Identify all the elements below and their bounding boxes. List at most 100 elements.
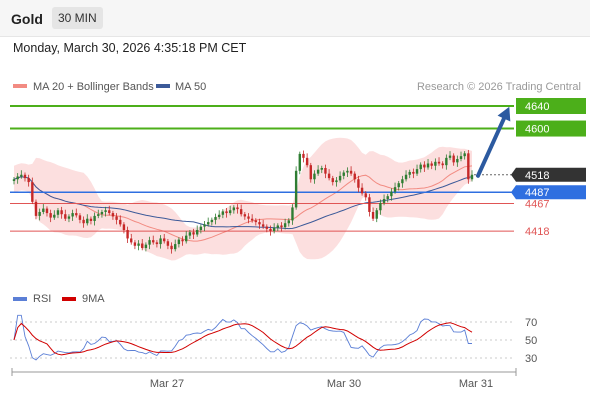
candle-body — [232, 207, 236, 211]
candle-body — [247, 216, 250, 219]
candle-body — [272, 227, 276, 232]
candle-body — [56, 210, 60, 215]
candle-body — [217, 214, 221, 218]
candle-body — [294, 170, 298, 208]
candle-body — [353, 173, 356, 180]
candle-body — [463, 153, 466, 157]
candle-body — [375, 210, 378, 219]
candle-body — [434, 161, 437, 166]
x-tick-label: Mar 27 — [150, 378, 184, 390]
candle-body — [338, 175, 342, 181]
last-price-label-box — [511, 167, 586, 182]
candle-body — [181, 239, 184, 242]
indicator-legend: MA 20 + Bollinger Bands MA 50 Research ©… — [13, 81, 581, 93]
rsi-tick-label: 50 — [525, 335, 537, 347]
candle-body — [331, 178, 334, 183]
candle-body — [236, 207, 239, 210]
candle-body — [20, 174, 23, 177]
time-axis: Mar 27 Mar 30 Mar 31 — [11, 368, 517, 390]
candle-body — [188, 232, 192, 236]
candle-body — [60, 210, 63, 215]
candle-body — [163, 238, 166, 242]
candle-body — [86, 218, 89, 224]
candle-body — [364, 193, 367, 198]
candle-body — [357, 179, 360, 188]
bollinger-band-area — [14, 137, 472, 261]
x-tick-label: Mar 31 — [459, 378, 493, 390]
candle-body — [258, 222, 261, 225]
candle-body — [313, 173, 316, 180]
candle-body — [470, 174, 474, 180]
candle-body — [137, 243, 140, 246]
candle-body — [423, 164, 426, 168]
candle-body — [31, 182, 34, 202]
candle-body — [130, 238, 133, 243]
ma50-legend-label: MA 50 — [175, 81, 206, 93]
candle-body — [71, 213, 74, 217]
candle-body — [283, 223, 287, 228]
ma20-swatch — [13, 84, 27, 88]
candle-body — [210, 219, 214, 223]
candle-body — [108, 210, 111, 214]
candle-body — [100, 211, 104, 215]
candle-body — [386, 196, 389, 199]
candle-body — [368, 197, 371, 212]
bollinger-bands — [14, 137, 472, 261]
rsi-legend-label: RSI — [33, 293, 51, 305]
candle-body — [115, 216, 118, 220]
candle-body — [305, 157, 309, 166]
candle-body — [408, 171, 411, 175]
forecast-arrow-head — [497, 106, 511, 122]
candle-body — [401, 179, 404, 184]
candle-body — [111, 213, 115, 217]
x-tick-label: Mar 30 — [327, 378, 361, 390]
ma50-swatch — [156, 84, 170, 88]
candle-body — [155, 242, 159, 245]
candle-body — [148, 240, 151, 245]
candle-body — [335, 180, 338, 183]
candle-body — [82, 219, 85, 224]
candle-body — [382, 198, 386, 203]
candle-body — [302, 153, 305, 158]
candle-body — [228, 210, 232, 214]
candle-body — [261, 224, 265, 227]
candle-body — [379, 202, 382, 211]
candle-body — [199, 226, 203, 230]
candle-body — [437, 161, 441, 164]
timeframe-button[interactable]: 30 MIN — [52, 7, 103, 29]
candle-body — [239, 209, 243, 215]
candle-body — [225, 211, 228, 214]
candle-body — [203, 224, 206, 227]
candle-body — [38, 211, 41, 216]
candle-body — [467, 153, 470, 180]
rsi-tick-label: 70 — [525, 317, 537, 329]
candle-body — [23, 174, 27, 179]
ma50-line — [13, 176, 473, 230]
candle-body — [93, 215, 96, 221]
candle-body — [342, 172, 345, 176]
candle-body — [45, 208, 49, 214]
candle-body — [133, 242, 137, 246]
rsi-ma-legend-label: 9MA — [82, 293, 105, 305]
candle-body — [97, 214, 100, 216]
candle-body — [426, 163, 430, 168]
candle-body — [185, 235, 188, 242]
candle-body — [166, 241, 170, 246]
candle-body — [298, 153, 301, 171]
resistance-label-box — [516, 98, 586, 114]
candle-body — [53, 214, 56, 218]
timestamp: Monday, March 30, 2026 4:35:18 PM CET — [13, 41, 247, 55]
candle-body — [174, 244, 177, 250]
candle-body — [430, 163, 433, 166]
candle-body — [49, 213, 52, 218]
candle-body — [397, 183, 400, 188]
candle-body — [459, 156, 463, 159]
candle-body — [276, 225, 280, 228]
instrument-title: Gold — [11, 11, 43, 27]
candle-body — [122, 224, 126, 230]
candle-body — [243, 214, 247, 217]
forecast-arrow — [476, 106, 511, 178]
candle-body — [287, 220, 290, 224]
candlesticks — [12, 149, 474, 254]
candle-body — [371, 211, 375, 219]
